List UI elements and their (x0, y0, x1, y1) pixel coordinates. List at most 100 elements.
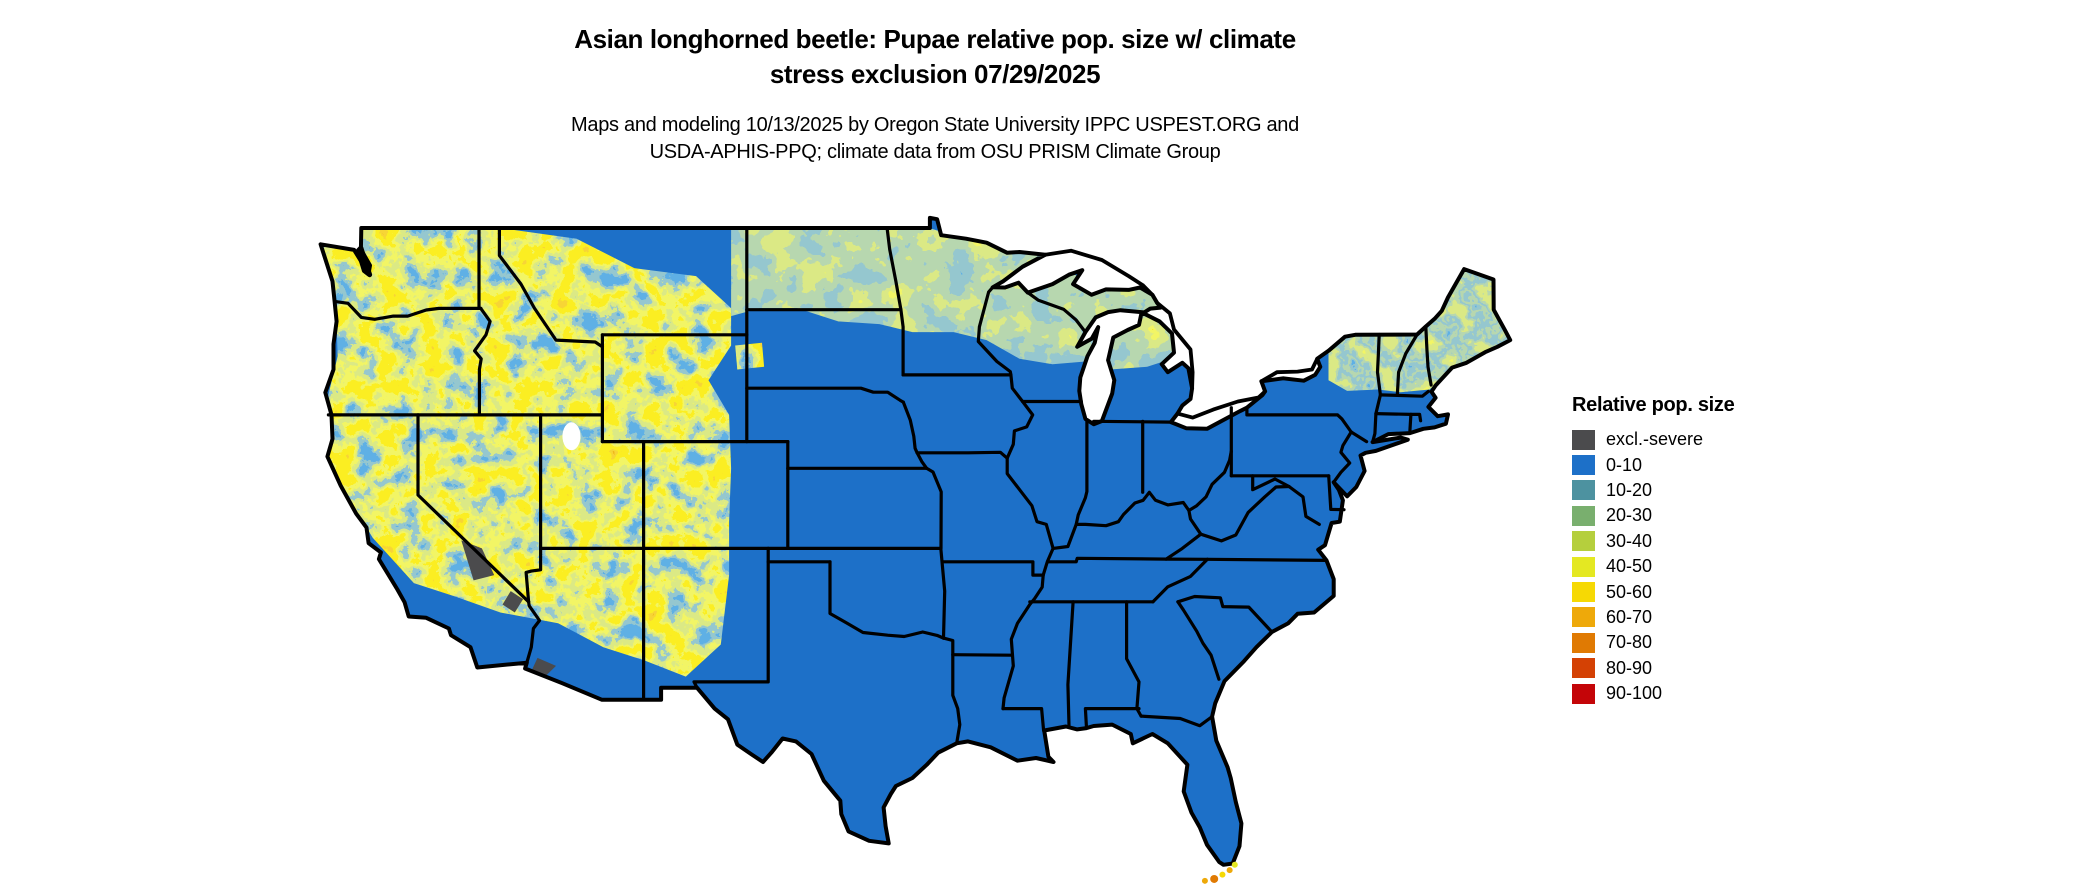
legend-label: 10-20 (1606, 479, 1653, 500)
mojave-excluded (502, 591, 524, 613)
state-border (1001, 546, 1055, 711)
state-border (1374, 412, 1423, 423)
state-border (1151, 557, 1210, 604)
legend-swatch (1572, 429, 1595, 450)
state-border (976, 285, 1055, 551)
legend-swatch (1572, 556, 1595, 577)
state-border (939, 546, 947, 640)
legend-row: 60-70 (1572, 605, 1734, 630)
state-border (1139, 714, 1214, 728)
legend-title: Relative pop. size (1572, 394, 1735, 416)
legend-label: excl.-severe (1606, 429, 1704, 450)
legend-label: 30-40 (1606, 530, 1653, 551)
legend-swatch (1572, 607, 1595, 628)
state-border (1074, 419, 1089, 527)
state-border (477, 226, 483, 310)
state-border (745, 386, 905, 404)
state-border (525, 600, 542, 665)
state-border (915, 450, 1009, 460)
legend-swatch (1572, 658, 1595, 679)
state-border (333, 299, 483, 321)
map-title-line2: stress exclusion 07/29/2025 (769, 59, 1101, 89)
state-border (416, 413, 531, 604)
florida-keys-dot (1226, 867, 1233, 874)
puget-sound-shorelines (355, 245, 373, 278)
state-border (1164, 532, 1203, 561)
state-border (941, 636, 962, 745)
black-hills-mottle (735, 342, 765, 370)
legend-label: 50-60 (1606, 581, 1653, 602)
state-border (941, 560, 1045, 577)
international-lake-border (1155, 300, 1195, 391)
state-border (1001, 706, 1046, 733)
florida-keys-dot (1201, 877, 1208, 884)
state-border (692, 546, 770, 690)
state-border (1199, 484, 1291, 543)
map-subtitle: Maps and modeling 10/13/2025 by Oregon S… (0, 112, 1870, 166)
legend-row: 80-90 (1572, 656, 1734, 681)
death-valley-excluded (461, 540, 495, 581)
legend-rows: excl.-severe 0-10 10-20 20-30 30-40 40-50 50-6… (1572, 427, 1734, 706)
state-border (1408, 412, 1413, 433)
international-lake-border (1043, 248, 1155, 297)
northern-band-mottle (731, 228, 1177, 370)
state-border (1124, 600, 1143, 718)
state-border (1251, 474, 1321, 527)
state-border (1066, 600, 1075, 728)
state-border (901, 400, 929, 470)
great-salt-lake (562, 422, 581, 451)
mountain-west-mottle (321, 228, 732, 677)
state-border (1332, 430, 1353, 484)
legend-label: 20-30 (1606, 505, 1653, 526)
legend-row: 10-20 (1572, 478, 1734, 503)
legend-row: 40-50 (1572, 554, 1734, 579)
conus-outline (318, 215, 1513, 867)
international-lake-border (1259, 356, 1320, 384)
state-border (473, 306, 492, 417)
legend-row: 70-80 (1572, 630, 1734, 655)
map-subtitle-line1: Maps and modeling 10/13/2025 by Oregon S… (571, 114, 1299, 136)
legend-swatch (1572, 480, 1595, 501)
map-header: Asian longhorned beetle: Pupae relative … (0, 22, 1870, 166)
international-lake-border (1175, 389, 1267, 420)
legend-row: 90-100 (1572, 681, 1734, 706)
legend-swatch (1572, 683, 1595, 704)
legend-row: 30-40 (1572, 529, 1734, 554)
state-border (1349, 430, 1369, 444)
state-border (1378, 389, 1431, 398)
legend-swatch (1572, 505, 1595, 526)
state-border (828, 560, 946, 640)
legend: Relative pop. size excl.-severe 0-10 10-20… (1572, 394, 1735, 706)
legend-label: 40-50 (1606, 556, 1653, 577)
legend-swatch (1572, 531, 1595, 552)
state-border (1395, 332, 1419, 397)
legend-label: 60-70 (1606, 606, 1653, 627)
legend-row: excl.-severe (1572, 427, 1734, 452)
florida-keys-dot (1231, 861, 1238, 868)
state-border (951, 653, 1013, 657)
map-title-line1: Asian longhorned beetle: Pupae relative … (574, 24, 1296, 54)
legend-row: 50-60 (1572, 579, 1734, 604)
legend-label: 80-90 (1606, 657, 1653, 678)
state-border (1092, 419, 1173, 424)
state-border (1046, 556, 1329, 564)
legend-swatch (1572, 455, 1595, 476)
state-border (1051, 449, 1233, 551)
legend-label: 0-10 (1606, 454, 1643, 475)
state-border (524, 546, 543, 604)
state-border (1424, 324, 1433, 387)
florida-keys-dot (1219, 871, 1226, 878)
florida-keys-dot (1210, 874, 1219, 883)
state-border (899, 308, 905, 377)
legend-label: 70-80 (1606, 632, 1653, 653)
state-border (1083, 706, 1141, 730)
state-border (1026, 291, 1088, 334)
state-border (1245, 406, 1353, 434)
legend-label: 90-100 (1606, 683, 1663, 704)
state-border (924, 466, 943, 551)
state-border (1176, 600, 1221, 681)
legend-swatch (1572, 582, 1595, 603)
state-border (497, 226, 605, 349)
